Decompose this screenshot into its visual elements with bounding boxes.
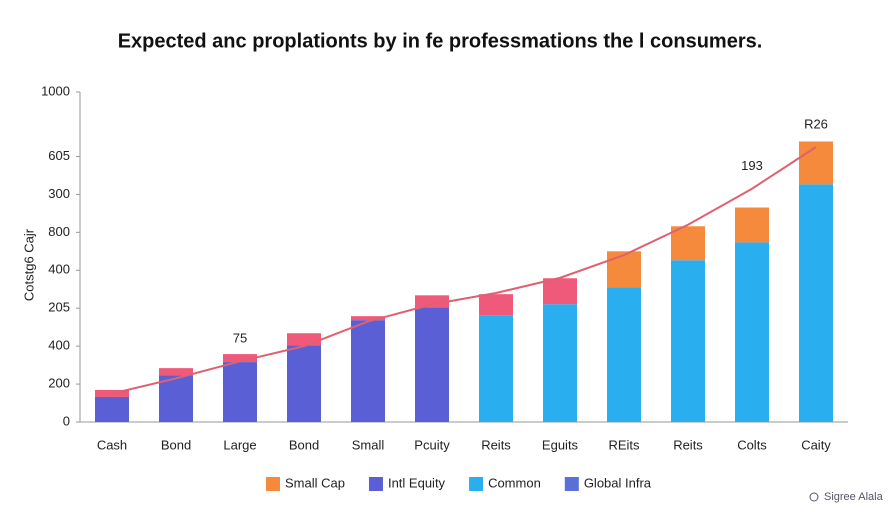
legend-swatch bbox=[469, 477, 484, 491]
bar-segment bbox=[223, 354, 257, 363]
bar-segment bbox=[671, 260, 705, 422]
bar-segment bbox=[287, 333, 321, 346]
bar-segment bbox=[415, 295, 449, 308]
bar-segment bbox=[607, 287, 641, 422]
y-tick-label: 400 bbox=[48, 338, 70, 353]
footer: Sigree Alala bbox=[824, 491, 884, 503]
bar-segment bbox=[735, 207, 769, 243]
bar-segment bbox=[543, 304, 577, 422]
bar-segment bbox=[95, 396, 129, 422]
y-tick-label: 200 bbox=[48, 376, 70, 391]
x-tick-label: Reits bbox=[481, 437, 511, 452]
bar-segment bbox=[415, 307, 449, 422]
y-tick-label: 800 bbox=[48, 224, 70, 239]
bar-segment bbox=[223, 362, 257, 422]
y-tick-label: 0 bbox=[63, 413, 70, 428]
x-tick-label: REits bbox=[608, 437, 640, 452]
bar-segment bbox=[287, 345, 321, 422]
x-tick-label: Reits bbox=[673, 437, 703, 452]
bar-segment bbox=[479, 294, 513, 316]
x-tick-label: Bond bbox=[161, 437, 191, 452]
legend-label: Common bbox=[488, 475, 541, 490]
y-tick-label: 605 bbox=[48, 148, 70, 163]
legend-label: Small Cap bbox=[285, 475, 345, 490]
bar-segment bbox=[799, 141, 833, 185]
chart-title: Expected anc proplationts by in fe profe… bbox=[118, 30, 763, 52]
x-tick-label: Pcuity bbox=[414, 437, 450, 452]
bar-segment bbox=[543, 278, 577, 305]
x-tick-label: Bond bbox=[289, 437, 319, 452]
annotation: R26 bbox=[804, 116, 828, 131]
annotation: 75 bbox=[233, 331, 247, 346]
y-axis-label: Cotstg6 Cajr bbox=[21, 228, 36, 301]
bar-segment bbox=[159, 375, 193, 422]
bar-segment bbox=[671, 226, 705, 261]
legend-swatch bbox=[564, 477, 579, 491]
bar-segment bbox=[799, 184, 833, 422]
legend-swatch bbox=[368, 477, 383, 491]
y-tick-label: 300 bbox=[48, 186, 70, 201]
x-tick-label: Caity bbox=[801, 437, 831, 452]
trend-line bbox=[111, 146, 817, 395]
x-tick-label: Eguits bbox=[542, 437, 579, 452]
bar-segment bbox=[159, 368, 193, 376]
annotation: 193 bbox=[741, 158, 763, 173]
y-tick-label: 1000 bbox=[41, 83, 70, 98]
y-tick-label: 400 bbox=[48, 262, 70, 277]
bar-segment bbox=[735, 242, 769, 422]
y-tick-label: 205 bbox=[48, 300, 70, 315]
bar-segment bbox=[479, 315, 513, 422]
x-tick-label: Cash bbox=[97, 437, 127, 452]
bar-segment bbox=[351, 320, 385, 422]
legend-label: Intl Equity bbox=[388, 475, 446, 490]
legend-label: Global Infra bbox=[584, 475, 652, 490]
bar-segment bbox=[351, 316, 385, 321]
bar-segment bbox=[607, 251, 641, 288]
x-tick-label: Small bbox=[352, 437, 385, 452]
legend-swatch bbox=[266, 477, 280, 491]
footer-icon bbox=[809, 492, 819, 502]
x-tick-label: Large bbox=[223, 437, 256, 452]
x-tick-label: Colts bbox=[737, 437, 767, 452]
